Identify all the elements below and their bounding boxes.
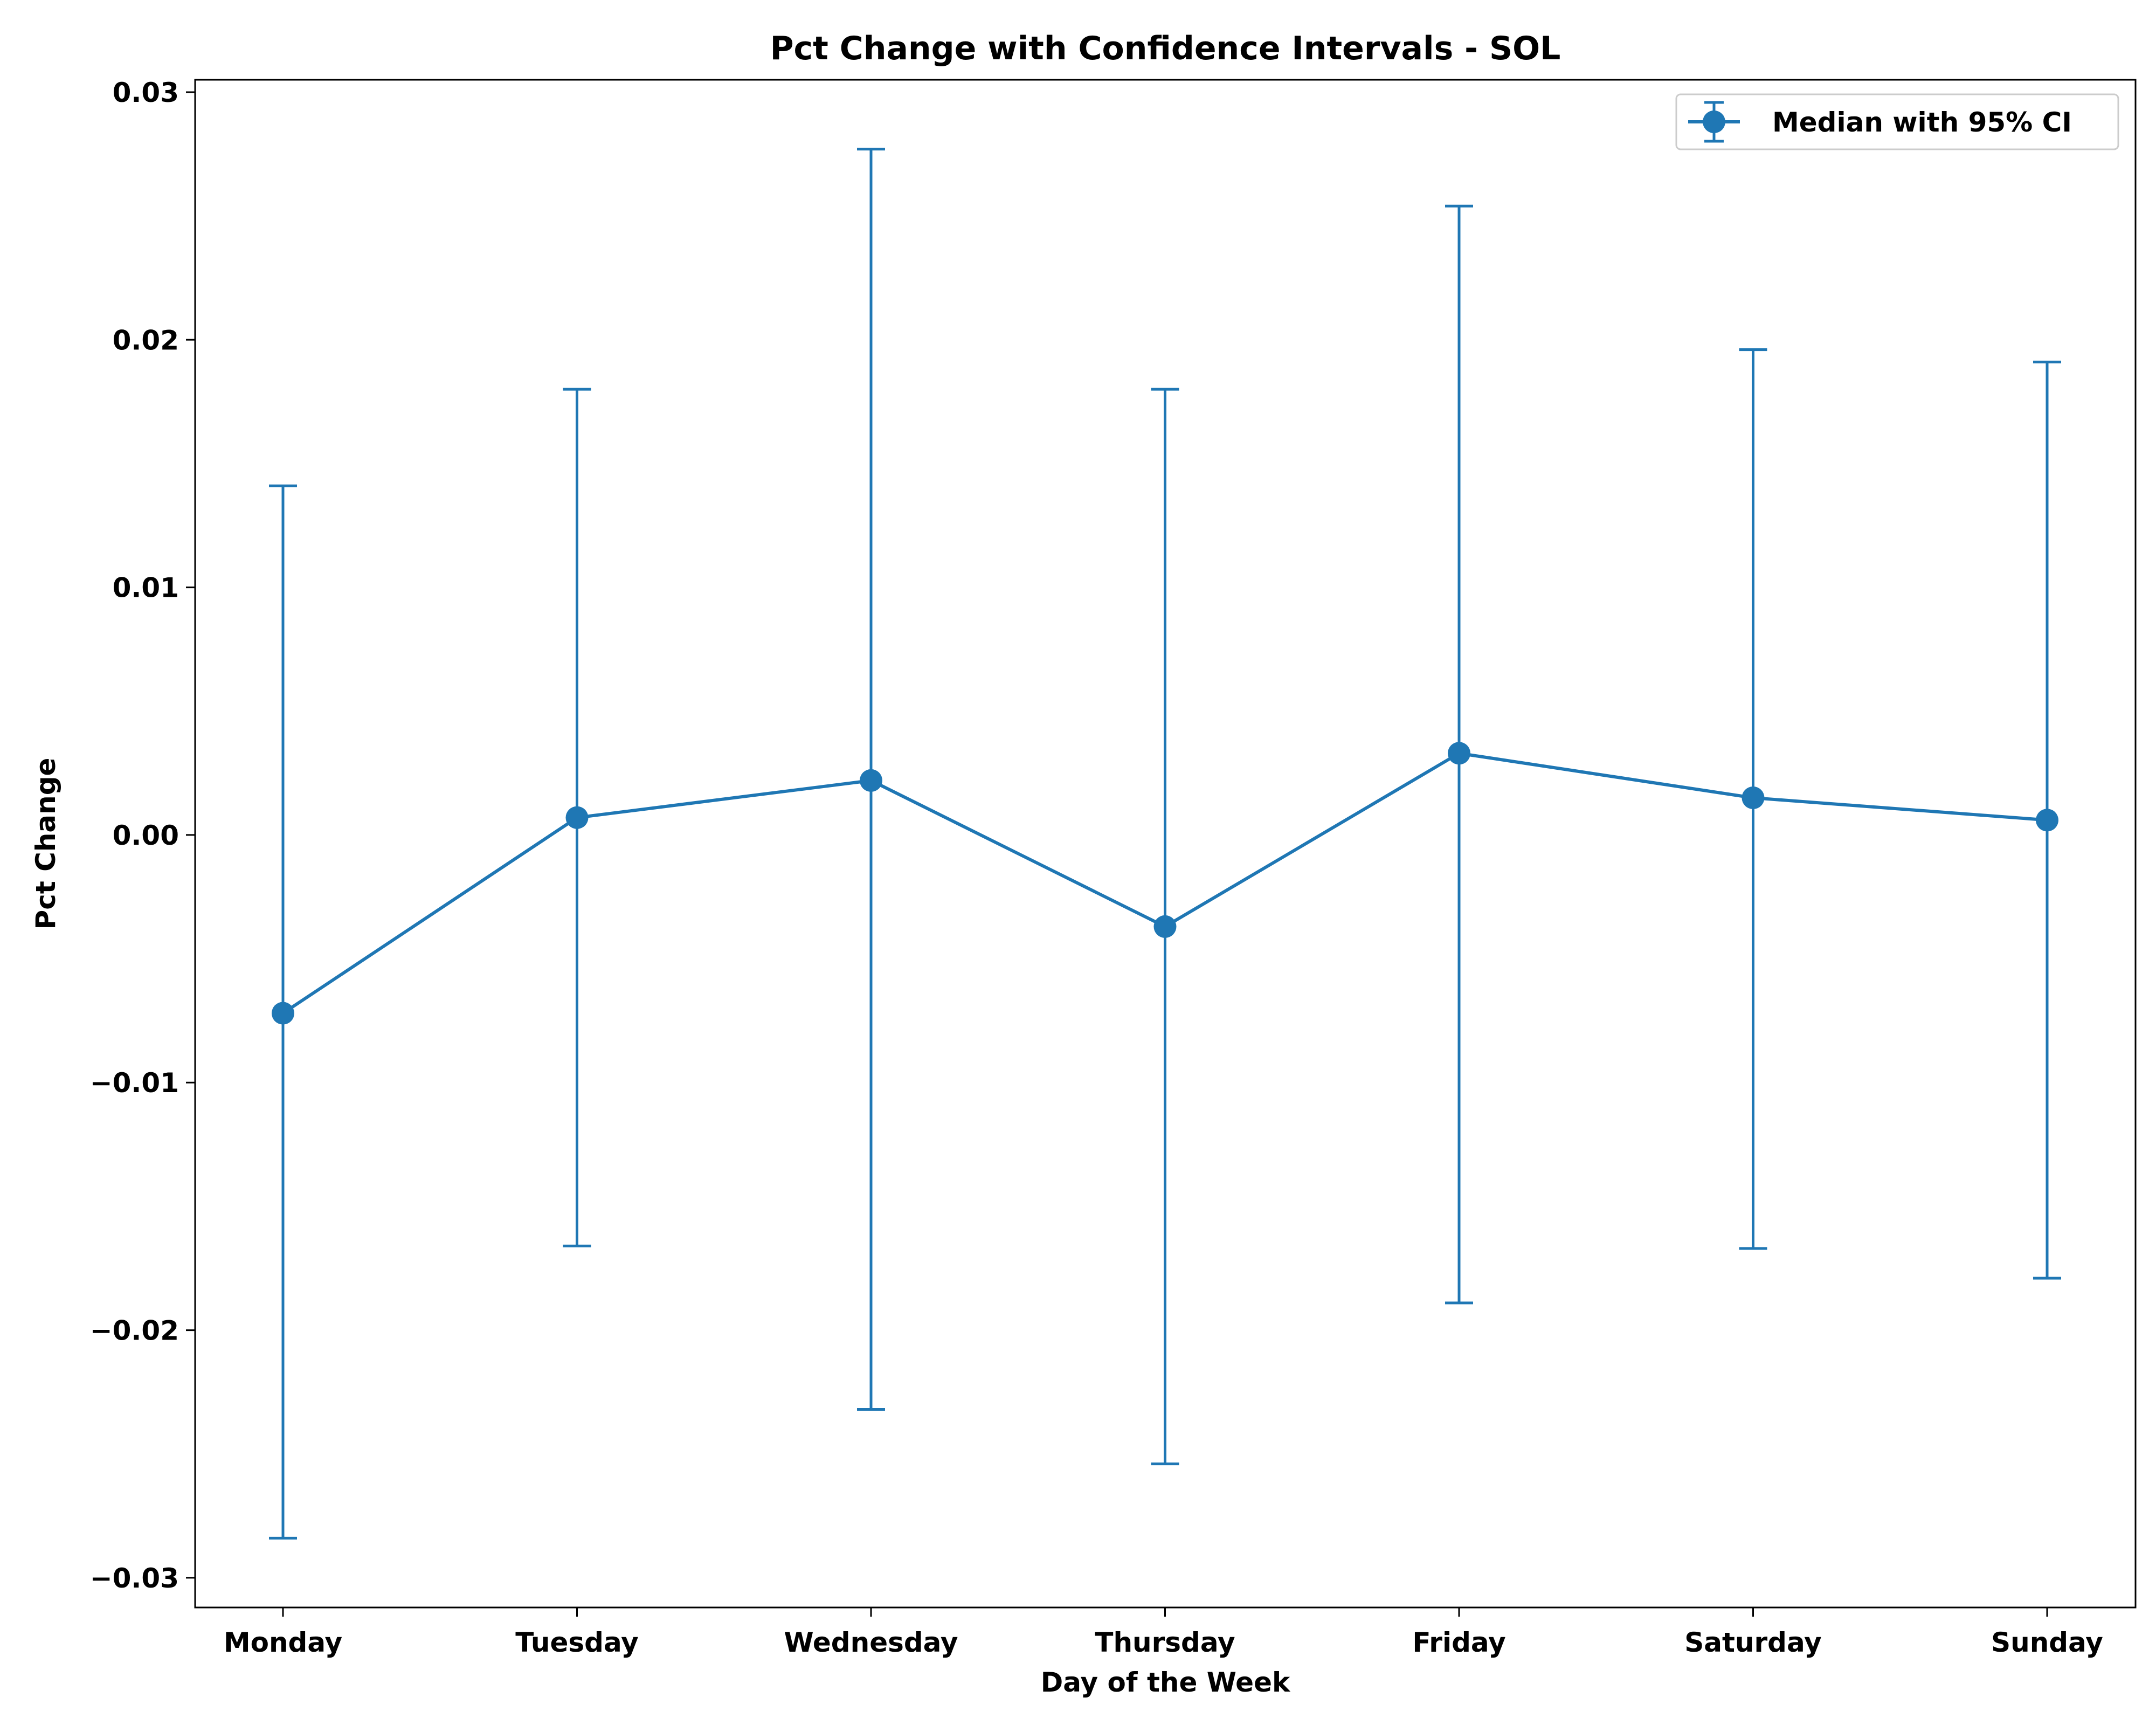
y-tick-label: 0.01: [113, 572, 179, 604]
y-tick-label: 0.00: [113, 820, 179, 851]
y-axis-label: Pct Change: [30, 758, 61, 930]
x-tick-label: Wednesday: [784, 1627, 958, 1658]
y-tick-label: 0.02: [113, 325, 179, 356]
data-point: [1742, 786, 1765, 810]
x-tick-label: Tuesday: [515, 1627, 638, 1658]
x-tick-label: Saturday: [1684, 1627, 1822, 1658]
y-tick-label: −0.03: [90, 1563, 179, 1594]
y-tick-label: −0.01: [90, 1067, 179, 1099]
legend-label: Median with 95% CI: [1772, 107, 2072, 138]
legend-frame: [1675, 93, 2119, 150]
plot-area: 0.03 0.02 0.01 0.00 −0.01 −0.02 −0.03 Monday Tue…: [90, 77, 2137, 1658]
data-point: [2036, 809, 2058, 832]
x-axis-label: Day of the Week: [1041, 1667, 1291, 1698]
data-point: [272, 1002, 294, 1025]
x-tick-label: Thursday: [1095, 1627, 1235, 1658]
y-tick-label: −0.02: [90, 1315, 179, 1347]
data-point: [860, 769, 882, 792]
axes-frame: [194, 79, 2137, 1609]
x-tick-label: Monday: [224, 1627, 342, 1658]
data-point: [565, 806, 589, 829]
data-point: [1448, 742, 1470, 765]
legend: Median with 95% CI: [1675, 93, 2119, 150]
data-point: [1153, 915, 1177, 938]
x-tick-label: Friday: [1412, 1627, 1505, 1658]
y-tick-label: 0.03: [113, 77, 179, 108]
legend-marker-swatch: [1703, 111, 1725, 133]
x-tick-label: Sunday: [1991, 1627, 2103, 1658]
chart-title: Pct Change with Confidence Intervals - S…: [770, 30, 1561, 67]
